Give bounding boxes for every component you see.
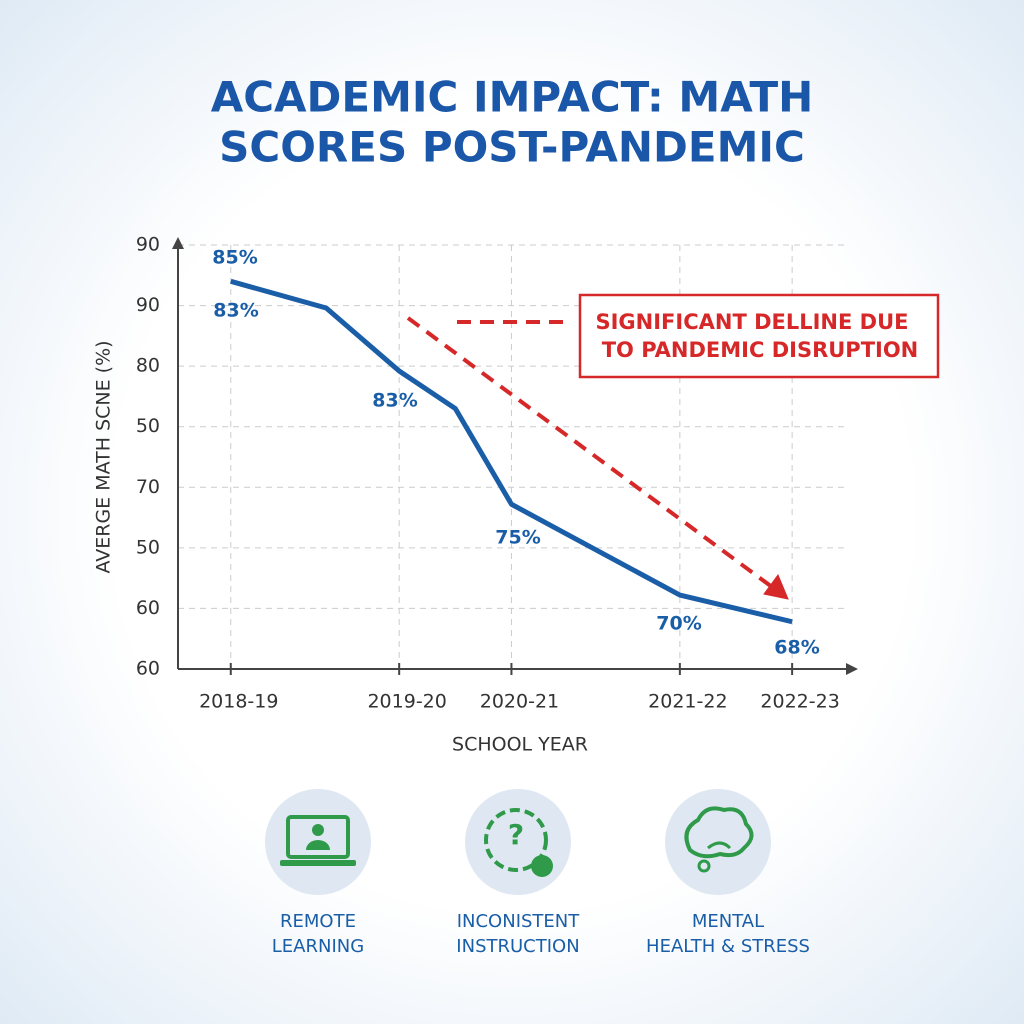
factor-label: LEARNING	[272, 936, 364, 957]
y-tick-label: 90	[136, 294, 160, 316]
x-tick-label: 2022-23	[760, 691, 839, 713]
x-tick-label: 2018-19	[199, 691, 278, 713]
laptop-icon	[286, 815, 350, 859]
point-label: 75%	[495, 527, 540, 549]
person-body	[306, 840, 330, 850]
point-label: 85%	[212, 247, 257, 269]
y-arrow	[172, 237, 184, 249]
cloud-dot	[697, 859, 711, 873]
factor-label: REMOTE	[280, 911, 356, 932]
person-head	[312, 824, 324, 836]
y-tick-label: 60	[136, 658, 160, 680]
y-tick-label: 50	[136, 415, 160, 437]
x-arrow	[846, 663, 858, 675]
x-tick-label: 2020-21	[480, 691, 559, 713]
point-label: 68%	[774, 637, 819, 659]
y-tick-label: 60	[136, 597, 160, 619]
point-label: 83%	[213, 300, 258, 322]
factor-label: HEALTH & STRESS	[646, 936, 810, 957]
trend-arrow	[406, 316, 774, 589]
y-tick-label: 80	[136, 355, 160, 377]
title-line: ACADEMIC IMPACT: MATH	[211, 73, 814, 122]
laptop-base	[280, 860, 356, 866]
cloud-icon	[684, 806, 754, 859]
y-tick-label: 50	[136, 536, 160, 558]
annotation: SIGNIFICANT DELLINE DUE TO PANDEMIC DISR…	[406, 293, 940, 600]
title-line: SCORES POST-PANDEMIC	[219, 123, 805, 172]
point-label: 70%	[656, 613, 701, 635]
question-icon: ?	[508, 818, 524, 851]
data-line	[230, 278, 793, 625]
annotation-text: SIGNIFICANT DELLINE DUE	[595, 310, 908, 334]
x-tick-label: 2021-22	[648, 691, 727, 713]
x-axis-label: SCHOOL YEAR	[452, 734, 588, 756]
y-tick-label: 90	[136, 234, 160, 256]
annotation-text: TO PANDEMIC DISRUPTION	[602, 338, 919, 362]
clock-icon	[484, 808, 548, 872]
x-tick-label: 2019-20	[367, 691, 446, 713]
y-tick-label: 70	[136, 476, 160, 498]
factor-icons: ?	[265, 789, 771, 895]
factor-label: MENTAL	[692, 911, 764, 932]
lock-icon	[531, 855, 553, 877]
factor-label: INCONISTENT	[457, 911, 581, 932]
point-label: 83%	[372, 390, 417, 412]
y-axis-label: AVERGE MATH SCNE (%)	[93, 340, 115, 573]
grid	[178, 244, 848, 669]
frown	[707, 841, 732, 850]
arrow-head	[763, 573, 789, 600]
annotation-box	[578, 293, 940, 379]
factor-label: INSTRUCTION	[456, 936, 579, 957]
